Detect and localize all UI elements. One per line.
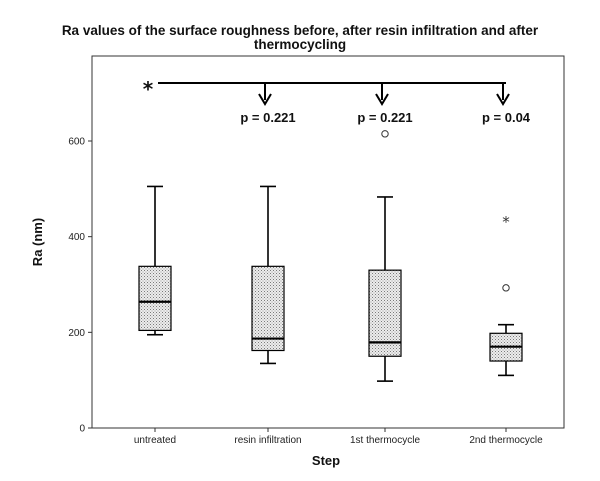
x-axis: untreated resin infiltration 1st thermocyc… <box>92 427 564 446</box>
chart-title-line-2: thermocycling <box>254 37 346 52</box>
x-tick-label-1: resin infiltration <box>234 435 301 446</box>
box-1-iqr <box>251 265 285 352</box>
box-3: * <box>489 213 523 377</box>
y-tick-label-2: 400 <box>68 232 85 243</box>
y-axis-label: Ra (nm) <box>30 218 45 266</box>
box-series: * <box>138 130 523 382</box>
y-tick-label-1: 200 <box>68 328 85 339</box>
y-tick-label-0: 0 <box>79 424 85 435</box>
x-tick-label-3: 2nd thermocycle <box>469 435 543 446</box>
x-tick-label-2: 1st thermocycle <box>350 435 420 446</box>
comparison-arrowhead-1 <box>258 93 272 106</box>
p-value-label-2: p = 0.221 <box>357 110 412 125</box>
p-value-label-1: p = 0.221 <box>240 110 295 125</box>
significance-annotations: * p = 0.221 p = 0.221 p = 0.04 <box>143 77 531 125</box>
box-3-extreme-0: * <box>502 213 510 231</box>
comparison-arrowhead-3 <box>496 93 510 106</box>
box-0 <box>138 185 172 336</box>
box-2-outlier-0 <box>381 130 389 138</box>
box-0-iqr <box>138 265 172 332</box>
chart-title-line-1: Ra values of the surface roughness befor… <box>62 23 539 38</box>
box-1 <box>251 185 285 365</box>
comparison-marker: * <box>143 77 154 101</box>
x-axis-label: Step <box>312 453 340 468</box>
comparison-arrowhead-2 <box>375 93 389 106</box>
y-axis: 0 200 400 600 <box>68 56 93 435</box>
p-value-label-3: p = 0.04 <box>482 110 531 125</box>
box-3-outlier-0 <box>502 284 510 292</box>
box-2 <box>368 130 402 382</box>
y-tick-label-3: 600 <box>68 137 85 148</box>
x-tick-label-0: untreated <box>134 435 176 446</box>
